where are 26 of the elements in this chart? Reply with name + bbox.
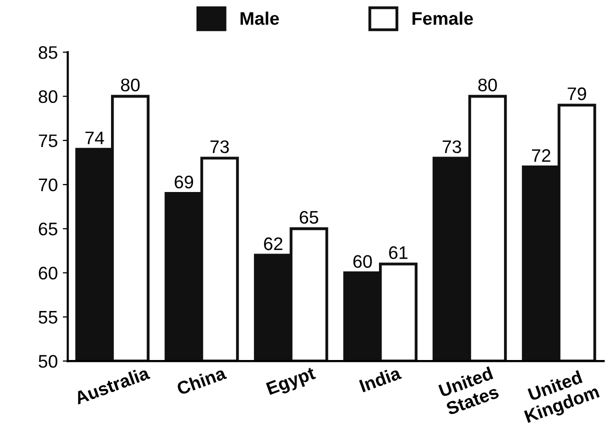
data-label: 72 [532, 149, 550, 162]
y-tick-label: 60 [38, 266, 58, 280]
x-tick-label: India [358, 366, 402, 392]
data-label: 74 [85, 132, 104, 144]
y-tick-label: 65 [38, 222, 58, 236]
data-label: 60 [353, 255, 372, 268]
x-tick-label: United States [438, 366, 500, 416]
x-tick-label: China [176, 366, 228, 396]
data-label: 79 [568, 87, 586, 100]
data-label: 80 [121, 78, 140, 92]
data-label: 73 [442, 140, 462, 154]
data-label: 61 [389, 246, 408, 260]
data-label: 62 [264, 237, 282, 250]
x-tick-label: Egypt [266, 366, 318, 398]
data-label: 69 [174, 176, 194, 188]
legend-label: Female [412, 12, 473, 25]
y-tick-label: 80 [38, 90, 58, 104]
data-label: 65 [300, 210, 318, 224]
y-tick-label: 50 [38, 354, 58, 368]
y-tick-label: 75 [38, 134, 58, 148]
data-label: 73 [210, 140, 229, 154]
y-tick-label: 70 [38, 178, 58, 192]
y-tick-label: 85 [38, 46, 58, 59]
legend-label: Male [240, 12, 279, 25]
y-tick-label: 55 [38, 311, 58, 324]
data-label: 80 [478, 78, 497, 92]
